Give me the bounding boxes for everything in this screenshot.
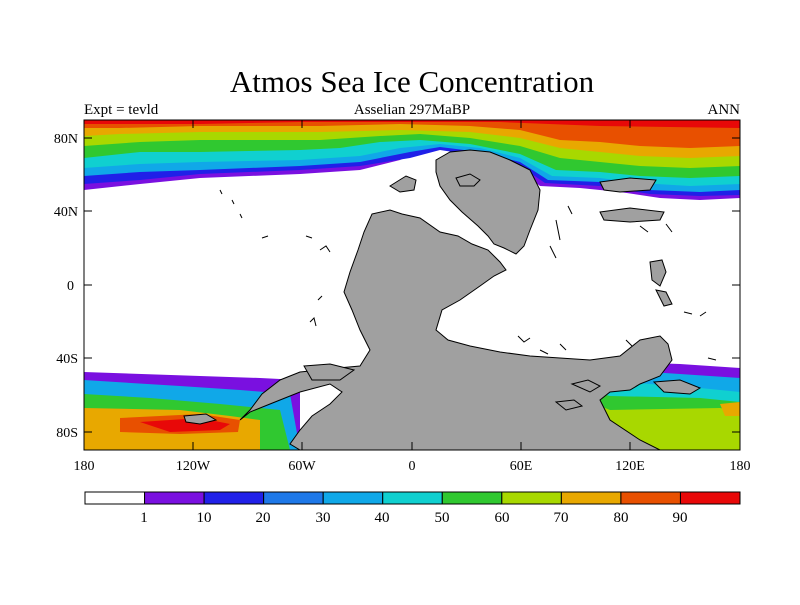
colorbar-label-50: 50: [435, 510, 450, 526]
east-island-1: [649, 259, 667, 287]
south-island-1: [303, 363, 356, 381]
coast-detail-4: [549, 205, 573, 259]
y-label-40n: 40N: [54, 205, 78, 220]
south-island-5: [554, 399, 584, 411]
ice-band-north-9: [84, 120, 740, 128]
y-axis-labels: 80N 40N 0 40S 80S: [54, 132, 78, 441]
colorbar-label-80: 80: [614, 510, 629, 526]
coast-detail-5: [683, 311, 707, 317]
y-label-40s: 40S: [56, 352, 78, 367]
coast-detail-2: [219, 189, 243, 219]
colorbar-box-8: [560, 491, 622, 505]
north-land-3: [455, 173, 481, 187]
y-label-0: 0: [67, 279, 74, 294]
colorbar-label-90: 90: [673, 510, 688, 526]
south-island-3: [183, 413, 218, 425]
colorbar-labels: 1 10 20 30 40 50 60 70 80 90: [140, 510, 687, 526]
colorbar-box-0: [84, 491, 146, 505]
east-island-2: [655, 289, 673, 307]
period-label: Asselian 297MaBP: [354, 102, 470, 118]
north-land-4: [599, 177, 657, 193]
coast-detail-8: [639, 223, 673, 233]
south-island-4: [570, 379, 602, 393]
coast-detail-7: [625, 339, 717, 361]
colorbar-label-70: 70: [554, 510, 569, 526]
colorbar-box-5: [382, 491, 443, 505]
south-island-2: [652, 379, 702, 395]
y-label-80n: 80N: [54, 132, 78, 147]
colorbar-label-60: 60: [495, 510, 510, 526]
colorbar-label-20: 20: [256, 510, 271, 526]
ice-band-north-8: [84, 120, 740, 148]
map-plot-area: [84, 120, 740, 450]
x-axis-labels: 180 120W 60W 0 60E 120E 180: [74, 459, 751, 474]
north-land-2: [389, 175, 417, 193]
plot-title: Atmos Sea Ice Concentration: [230, 64, 595, 99]
colorbar-box-6: [441, 491, 503, 505]
x-label-120e: 120E: [615, 459, 645, 474]
coastline-details: [219, 189, 717, 361]
ice-band-south-east-6: [720, 402, 740, 416]
x-label-60e: 60E: [510, 459, 533, 474]
coast-detail-6: [517, 335, 567, 355]
colorbar-box-7: [501, 491, 562, 505]
coast-detail-3: [309, 295, 323, 327]
x-label-180e: 180: [730, 459, 751, 474]
season-label: ANN: [708, 102, 741, 118]
experiment-label: Expt = tevld: [84, 102, 159, 118]
colorbar-box-2: [203, 491, 265, 505]
colorbar-label-30: 30: [316, 510, 331, 526]
axis-ticks: [83, 120, 741, 450]
x-label-0: 0: [409, 459, 416, 474]
colorbar-box-9: [620, 491, 681, 505]
x-label-180w: 180: [74, 459, 95, 474]
y-label-80s: 80S: [56, 426, 78, 441]
colorbar-box-10: [679, 491, 741, 505]
land-masses: [183, 149, 702, 450]
colorbar-label-40: 40: [375, 510, 390, 526]
colorbar-label-1: 1: [140, 510, 148, 526]
colorbar-box-3: [263, 491, 324, 505]
northern-sea-ice: [84, 120, 740, 200]
colorbar: [84, 491, 741, 505]
colorbar-box-1: [144, 491, 205, 505]
coast-detail-1: [261, 235, 331, 253]
x-label-120w: 120W: [176, 459, 211, 474]
colorbar-box-4: [322, 491, 384, 505]
colorbar-label-10: 10: [197, 510, 212, 526]
north-land-5: [599, 207, 665, 223]
x-label-60w: 60W: [288, 459, 316, 474]
